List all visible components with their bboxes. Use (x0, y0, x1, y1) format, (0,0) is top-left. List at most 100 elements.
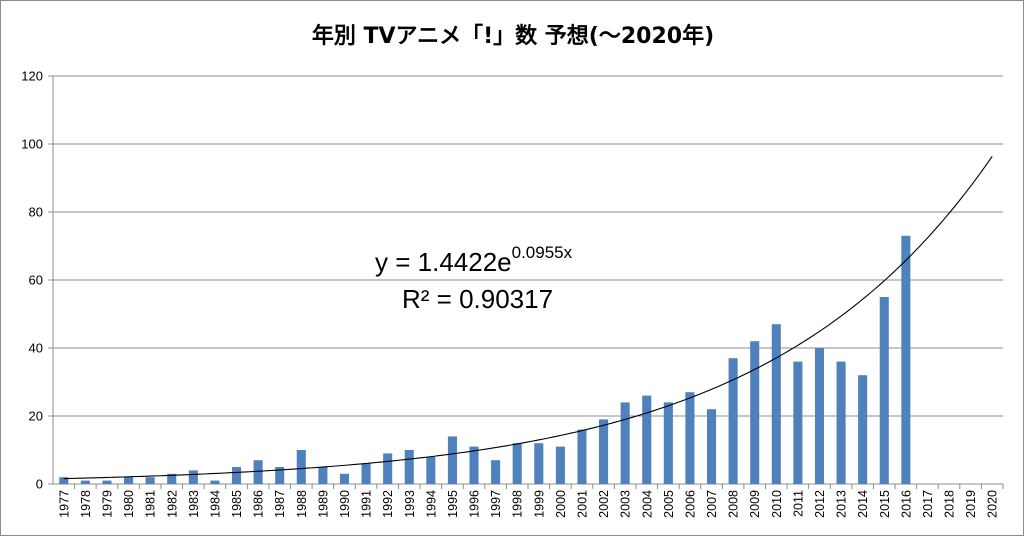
bar-2009 (750, 341, 760, 484)
x-tick-label: 1981 (144, 490, 158, 518)
x-tick-label: 2007 (705, 490, 719, 518)
bar-1999 (534, 443, 544, 484)
bar-1977 (59, 477, 69, 484)
bar-2004 (642, 395, 652, 484)
x-tick-label: 1977 (57, 490, 71, 518)
x-tick-label: 1979 (100, 490, 114, 518)
trendline (63, 156, 993, 480)
bar-2006 (685, 392, 695, 484)
x-tick-label: 1988 (295, 490, 309, 518)
x-tick-label: 1980 (122, 490, 136, 518)
x-tick-label: 2018 (943, 490, 957, 518)
x-tick-label: 1996 (468, 490, 482, 518)
x-tick-label: 2009 (748, 490, 762, 518)
x-tick-label: 1995 (446, 490, 460, 518)
x-tick-label: 2008 (727, 490, 741, 518)
bar-2008 (728, 358, 738, 484)
x-tick-label: 1992 (381, 490, 395, 518)
bar-2015 (879, 297, 889, 484)
bar-2014 (858, 375, 868, 484)
bar-2003 (620, 402, 630, 484)
x-tick-label: 2013 (835, 490, 849, 518)
bar-1978 (80, 480, 90, 484)
bar-1983 (188, 470, 198, 484)
x-tick-label: 2006 (683, 490, 697, 518)
y-tick-label: 120 (21, 69, 43, 84)
bar-1979 (102, 480, 112, 484)
x-tick-label: 2012 (813, 490, 827, 518)
x-tick-label: 2002 (597, 490, 611, 518)
x-tick-label: 1984 (208, 490, 222, 518)
y-tick-label: 40 (29, 341, 43, 356)
x-tick-label: 1982 (165, 490, 179, 518)
trendline-equation-exponent: 0.0955x (512, 243, 573, 262)
bar-2016 (901, 235, 911, 484)
x-tick-label: 2015 (878, 490, 892, 518)
bar-1987 (275, 467, 285, 484)
bar-2013 (836, 361, 846, 484)
bar-1996 (469, 446, 479, 484)
x-tick-label: 1983 (187, 490, 201, 518)
bar-1991 (361, 463, 371, 484)
bar-1989 (318, 467, 328, 484)
grid-layer (48, 75, 1003, 485)
trendline-equation: y = 1.4422e0.0955x (375, 243, 573, 277)
chart-title: 年別 TVアニメ「!」数 予想(〜2020年) (312, 23, 714, 49)
x-tick-label: 1998 (511, 490, 525, 518)
bar-1990 (339, 473, 350, 484)
x-tick-label: 2019 (964, 490, 978, 518)
bar-1986 (253, 460, 263, 484)
bar-1995 (447, 436, 457, 484)
x-tick-label: 2014 (856, 490, 870, 518)
bar-2002 (599, 419, 609, 484)
bar-1993 (404, 450, 414, 484)
x-tick-label: 2004 (640, 490, 654, 518)
y-tick-label: 60 (29, 273, 43, 288)
bar-1984 (210, 480, 220, 484)
y-axis-ticks: 0 20 40 60 80 100 120 (21, 69, 43, 492)
x-tick-label: 1987 (273, 490, 287, 518)
bar-1997 (491, 460, 501, 484)
x-tick-label: 1985 (230, 490, 244, 518)
trendline-equation-main: y = 1.4422e (375, 247, 512, 277)
x-tick-label: 1994 (424, 490, 438, 518)
bar-2001 (577, 429, 587, 484)
y-tick-label: 0 (36, 477, 43, 492)
y-tick-label: 100 (21, 137, 43, 152)
bar-2000 (555, 446, 565, 484)
x-tick-label: 1986 (252, 490, 266, 518)
x-tick-label: 2017 (921, 490, 935, 518)
bar-2005 (663, 402, 673, 484)
x-tick-label: 1989 (316, 490, 330, 518)
x-axis-ticks: 1977 1978 1979 1980 1981 1982 1983 1984 1985 1986… (57, 484, 1004, 518)
x-tick-label: 2020 (986, 490, 1000, 518)
x-tick-label: 2000 (554, 490, 568, 518)
bar-1994 (426, 456, 436, 484)
bar-2011 (793, 361, 803, 484)
x-tick-label: 1999 (532, 490, 546, 518)
y-tick-label: 20 (29, 409, 43, 424)
bar-layer (59, 235, 911, 484)
x-tick-label: 2003 (619, 490, 633, 518)
x-tick-label: 1990 (338, 490, 352, 518)
bar-1981 (145, 477, 155, 484)
bar-1998 (512, 443, 522, 484)
bar-1988 (296, 450, 306, 484)
x-tick-label: 1991 (360, 490, 374, 518)
x-tick-label: 1997 (489, 490, 503, 518)
bar-1982 (167, 473, 177, 484)
y-tick-label: 80 (29, 205, 43, 220)
bar-2012 (814, 348, 825, 484)
x-tick-label: 2001 (575, 490, 589, 518)
trendline-r-squared: R² = 0.90317 (402, 284, 553, 314)
bar-1992 (383, 453, 393, 484)
x-tick-label: 2005 (662, 490, 676, 518)
x-tick-label: 1993 (403, 490, 417, 518)
bar-2007 (706, 409, 717, 484)
x-tick-label: 1978 (79, 490, 93, 518)
bar-1985 (231, 467, 242, 484)
x-tick-label: 2010 (770, 490, 784, 518)
x-tick-label: 2011 (791, 490, 805, 517)
